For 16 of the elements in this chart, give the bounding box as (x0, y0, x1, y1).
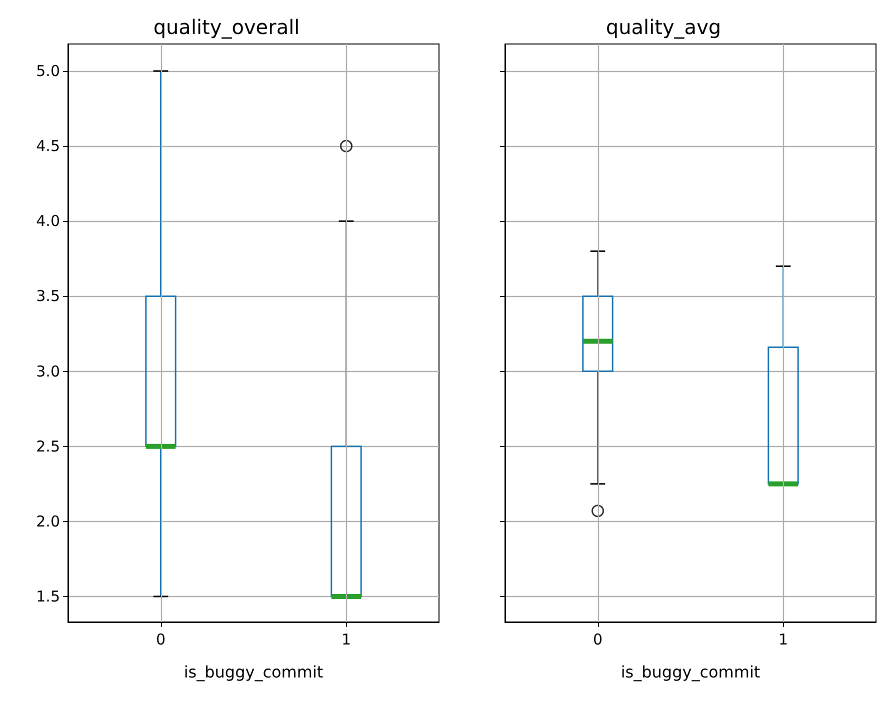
x-axis-title: is_buggy_commit (620, 662, 760, 682)
y-tick-label: 2.0 (36, 512, 60, 530)
y-tick-label: 4.0 (36, 212, 60, 230)
y-tick-label: 3.5 (36, 287, 60, 306)
chart-title: quality_overall (153, 15, 300, 39)
y-tick-label: 3.0 (36, 362, 60, 380)
x-tick-label: 0 (156, 630, 166, 648)
y-tick-label: 5.0 (36, 62, 60, 80)
x-axis-title: is_buggy_commit (184, 662, 324, 682)
chart-title: quality_avg (606, 15, 722, 39)
x-tick-label: 0 (592, 630, 603, 648)
y-tick-label: 2.5 (36, 437, 60, 456)
y-tick-label: 1.5 (36, 587, 60, 606)
y-tick-label: 4.5 (36, 137, 60, 156)
x-tick-label: 1 (778, 630, 788, 648)
x-tick-label: 1 (341, 630, 352, 648)
